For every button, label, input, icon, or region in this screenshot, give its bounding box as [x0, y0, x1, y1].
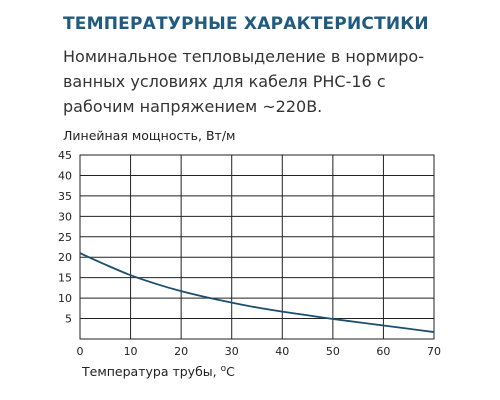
x-tick-label: 40: [275, 345, 289, 358]
x-axis-label-degree: o: [220, 364, 227, 374]
y-tick-label: 45: [58, 149, 72, 162]
x-tick-label: 60: [376, 345, 390, 358]
description-line: ванных условиях для кабеля РНС-16 с: [63, 72, 386, 91]
plot-frame: [79, 154, 435, 340]
y-tick-label: 35: [58, 190, 72, 203]
series-line: [79, 252, 435, 333]
x-axis-label-unit: C: [226, 364, 235, 380]
description: Номинальное тепловыделение в нормиро- ва…: [63, 44, 483, 119]
chart-ticks: 5 10 15 20 25 30 35 40 45 0 10 20 30 40 50 60 70: [58, 149, 441, 358]
chart-grid: [79, 154, 435, 340]
y-tick-label: 15: [58, 272, 72, 285]
y-tick-label: 20: [58, 251, 72, 264]
chart-series: [79, 252, 435, 333]
description-line: рабочим напряжением ~220В.: [63, 97, 323, 116]
x-axis-label-text: Температура трубы,: [82, 364, 221, 380]
x-tick-label: 70: [427, 345, 441, 358]
y-tick-label: 40: [58, 169, 72, 182]
x-axis-label: Температура трубы, oC: [82, 364, 235, 379]
y-tick-label: 30: [58, 210, 72, 223]
description-line: Номинальное тепловыделение в нормиро-: [63, 47, 424, 66]
y-tick-label: 25: [58, 231, 72, 244]
y-tick-label: 5: [65, 313, 72, 326]
x-tick-label: 10: [124, 345, 138, 358]
y-axis-label: Линейная мощность, Вт/м: [63, 128, 236, 143]
x-tick-label: 0: [77, 345, 84, 358]
x-tick-label: 20: [174, 345, 188, 358]
x-tick-label: 50: [326, 345, 340, 358]
section-title: ТЕМПЕРАТУРНЫЕ ХАРАКТЕРИСТИКИ: [63, 14, 429, 34]
y-tick-label: 10: [58, 292, 72, 305]
x-tick-label: 30: [225, 345, 239, 358]
